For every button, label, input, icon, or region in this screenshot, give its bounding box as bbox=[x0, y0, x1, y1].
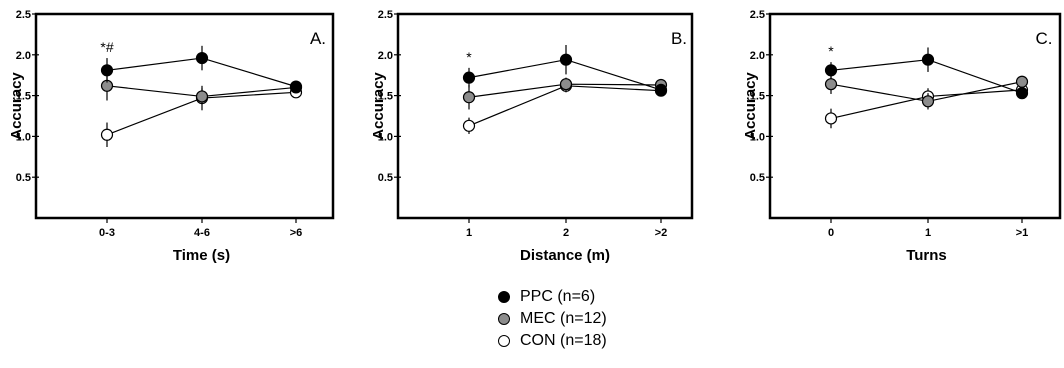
data-point-mec bbox=[1015, 75, 1029, 88]
legend-item-ppc: PPC (n=6) bbox=[498, 286, 607, 308]
legend-label-ppc: PPC (n=6) bbox=[520, 288, 596, 305]
y-tick-label: 0.5 bbox=[16, 172, 31, 184]
y-tick-label: 2.5 bbox=[750, 9, 765, 21]
data-point-ppc bbox=[1015, 87, 1029, 100]
x-tick-label: 0 bbox=[828, 227, 834, 239]
chart-panel-1: 0.5 1.0 1.5 2.0 2.5 0-3 4-6 >6 Time (s) Accuracy A… bbox=[8, 9, 335, 264]
y-tick-label: 1.5 bbox=[750, 91, 765, 103]
legend-label-con: CON (n=18) bbox=[520, 332, 607, 349]
x-tick-label: 1 bbox=[925, 227, 931, 239]
y-tick-label: 2.0 bbox=[16, 50, 31, 62]
legend-marker-con bbox=[498, 335, 510, 347]
x-tick-label: 2 bbox=[563, 227, 569, 239]
significance-marker: * bbox=[828, 43, 834, 59]
data-point-ppc bbox=[289, 80, 303, 93]
legend-item-mec: MEC (n=12) bbox=[498, 308, 607, 330]
significance-marker: * bbox=[466, 49, 472, 65]
plot-frame bbox=[396, 12, 694, 220]
data-point-ppc bbox=[921, 53, 935, 66]
y-tick-label: 1.5 bbox=[16, 91, 31, 103]
plot-frame bbox=[34, 12, 335, 220]
y-tick-label: 1.0 bbox=[16, 131, 31, 143]
x-axis-title: Distance (m) bbox=[520, 247, 610, 264]
chart-panel-3: 0.5 1.0 1.5 2.0 2.5 0 1 >1 Turns Accuracy C. * bbox=[742, 9, 1062, 264]
significance-marker: *# bbox=[100, 39, 113, 55]
y-axis-title: Accuracy bbox=[370, 72, 387, 140]
data-point-ppc bbox=[195, 51, 209, 65]
data-point-mec bbox=[559, 78, 573, 91]
data-point-con bbox=[462, 119, 476, 132]
data-point-mec bbox=[824, 78, 838, 91]
y-tick-label: 2.5 bbox=[16, 9, 31, 21]
legend-label-mec: MEC (n=12) bbox=[520, 310, 607, 327]
panel-label: C. bbox=[1036, 29, 1053, 48]
y-axis-title: Accuracy bbox=[742, 72, 759, 140]
x-tick-label: >6 bbox=[290, 227, 303, 239]
data-point-ppc bbox=[824, 64, 838, 77]
panel-label: B. bbox=[671, 29, 687, 48]
data-point-mec bbox=[462, 91, 476, 104]
y-tick-label: 0.5 bbox=[378, 172, 393, 184]
x-tick-label: 1 bbox=[466, 227, 472, 239]
x-tick-label: 4-6 bbox=[194, 227, 210, 239]
chart-panel-2: 0.5 1.0 1.5 2.0 2.5 1 2 >2 Distance (m) Accuracy B… bbox=[370, 9, 694, 264]
data-point-ppc bbox=[559, 53, 573, 66]
legend: PPC (n=6) MEC (n=12) CON (n=18) bbox=[498, 286, 607, 352]
y-axis-title: Accuracy bbox=[8, 72, 25, 140]
data-point-con bbox=[100, 128, 114, 141]
y-tick-label: 2.0 bbox=[378, 50, 393, 62]
plot-frame bbox=[768, 12, 1062, 220]
data-point-ppc bbox=[462, 71, 476, 84]
data-point-mec bbox=[921, 95, 935, 108]
y-tick-label: 2.5 bbox=[378, 9, 393, 21]
y-tick-label: 1.0 bbox=[750, 131, 765, 143]
panel-label: A. bbox=[310, 29, 326, 48]
data-point-mec bbox=[195, 90, 209, 103]
x-tick-label: 0-3 bbox=[99, 227, 115, 239]
data-point-ppc bbox=[100, 64, 114, 77]
x-tick-label: >2 bbox=[655, 227, 668, 239]
legend-marker-mec bbox=[498, 313, 510, 325]
legend-item-con: CON (n=18) bbox=[498, 330, 607, 352]
x-axis-title: Turns bbox=[906, 247, 947, 264]
y-tick-label: 1.0 bbox=[378, 131, 393, 143]
y-tick-label: 1.5 bbox=[378, 91, 393, 103]
legend-marker-ppc bbox=[498, 291, 510, 303]
data-point-ppc bbox=[654, 83, 668, 96]
x-tick-label: >1 bbox=[1016, 227, 1029, 239]
data-point-con bbox=[824, 112, 838, 125]
x-axis-title: Time (s) bbox=[173, 247, 230, 264]
y-tick-label: 2.0 bbox=[750, 50, 765, 62]
y-tick-label: 0.5 bbox=[750, 172, 765, 184]
